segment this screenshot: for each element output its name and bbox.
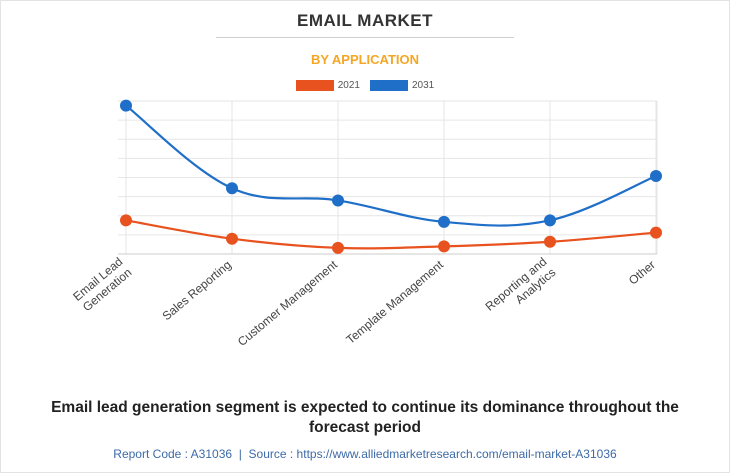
x-tick-label: Customer Management [235,257,341,349]
chart-caption: Email lead generation segment is expecte… [51,399,679,436]
footer-separator: | [238,447,242,461]
legend-item-2031[interactable]: 2031 [370,80,434,91]
legend-label-2021: 2021 [337,80,360,91]
x-tick-label: Reporting andAnalytics [483,255,559,325]
data-point-2021 [120,214,132,227]
title-divider [216,37,514,38]
data-point-2021 [650,226,662,239]
line-chart: Email LeadGeneration Sales Reporting Custo… [70,99,662,349]
data-point-2021 [544,235,556,248]
report-code: Report Code : A31036 [113,447,233,461]
source-footer: Report Code : A31036 | Source : https://… [0,447,730,461]
series-line-2031 [125,104,657,227]
data-point-2031 [438,215,450,228]
data-point-2021 [226,232,238,245]
data-point-2021 [438,240,450,253]
data-point-2031 [332,194,344,207]
data-point-2031 [226,182,238,195]
chart-title: EMAIL MARKET [296,11,433,30]
series-line-2021 [125,219,657,250]
data-point-2031 [650,169,662,182]
chart-subtitle: BY APPLICATION [310,52,420,67]
data-point-2031 [544,214,556,227]
legend-swatch-2021 [295,80,334,91]
chart-legend: 2021 2031 [0,80,730,91]
legend-swatch-2031 [370,80,408,91]
x-tick-label: Email LeadGeneration [70,255,134,315]
x-tick-label: Other [626,258,658,288]
source-link[interactable]: Source : https://www.alliedmarketresearc… [248,447,617,461]
x-tick-label: Template Management [343,257,446,347]
legend-item-2021[interactable]: 2021 [295,80,360,91]
x-tick-label: Sales Reporting [160,258,234,324]
data-point-2021 [332,241,344,254]
data-point-2031 [120,99,132,112]
legend-label-2031: 2031 [412,80,435,91]
